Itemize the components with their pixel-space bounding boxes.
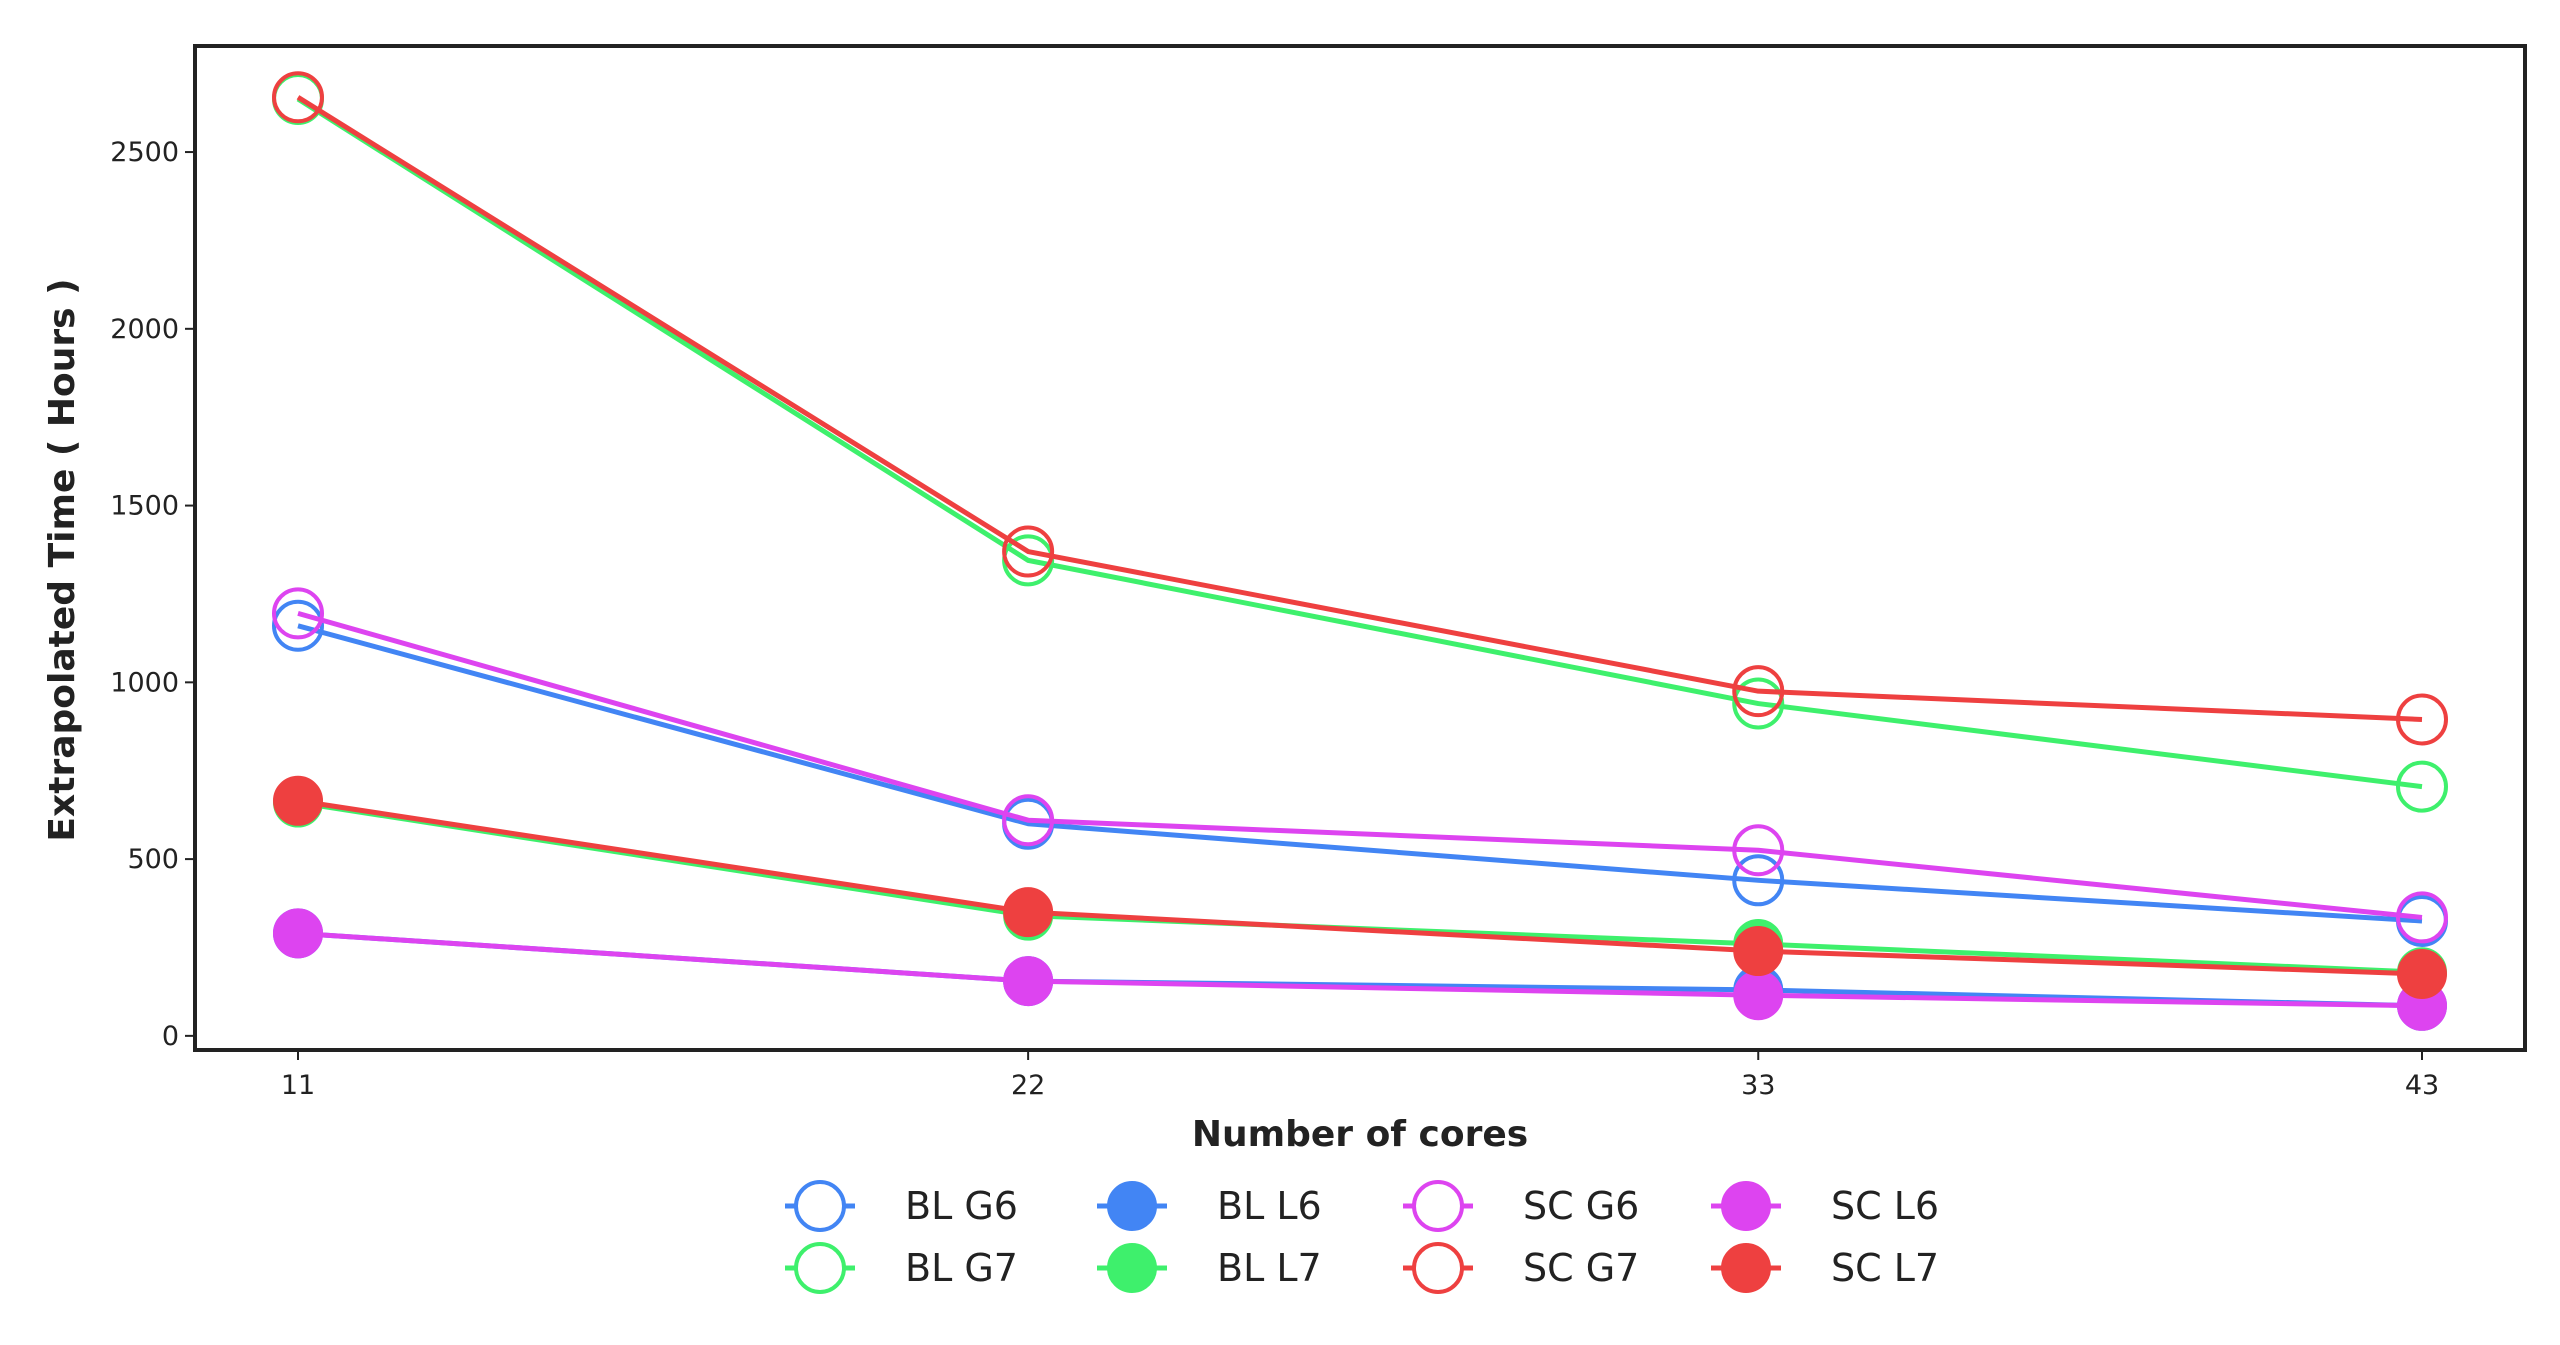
legend-item-sc-l7: SC L7 xyxy=(1711,1243,1939,1293)
legend-marker xyxy=(1721,1243,1771,1293)
y-tick-label: 500 xyxy=(127,844,179,875)
legend-item-bl-g7: BL G7 xyxy=(785,1242,1018,1294)
series-line-bl-g7 xyxy=(296,96,2423,790)
x-axis-ticks: 11 22 33 43 xyxy=(281,1050,2439,1101)
legend-label: SC L6 xyxy=(1831,1184,1939,1228)
legend-item-sc-l6: SC L6 xyxy=(1711,1181,1939,1231)
y-tick-label: 0 xyxy=(162,1021,179,1052)
x-axis-label: Number of cores xyxy=(1192,1114,1528,1155)
data-point-sc-l7 xyxy=(273,775,323,826)
legend-marker xyxy=(1107,1243,1157,1293)
data-point-sc-g7 xyxy=(1002,525,1055,578)
x-tick-label: 11 xyxy=(281,1070,315,1101)
y-axis-label: Extrapolated Time ( Hours ) xyxy=(42,278,83,841)
legend-marker xyxy=(1412,1242,1464,1294)
series-line-sc-g7 xyxy=(296,95,2423,722)
data-point-bl-g7 xyxy=(2396,760,2448,813)
y-tick-label: 1500 xyxy=(110,491,179,522)
data-point-sc-l6 xyxy=(1003,956,1054,1007)
legend-item-bl-l6: BL L6 xyxy=(1097,1181,1322,1231)
y-axis-ticks: 0 500 1000 1500 2000 2500 xyxy=(110,137,195,1052)
legend-label: BL G7 xyxy=(905,1246,1018,1290)
series-sc-l7 xyxy=(273,775,2447,999)
data-point-sc-l7 xyxy=(1733,926,1784,977)
data-point-sc-g6 xyxy=(1002,794,1055,847)
legend-item-sc-g7: SC G7 xyxy=(1403,1242,1639,1294)
legend-label: BL L7 xyxy=(1217,1246,1322,1290)
legend: BL G6 BL G7 BL L6 BL L7 SC G6 SC G7 SC L6 SC L7 xyxy=(785,1180,1939,1294)
y-tick-label: 2500 xyxy=(110,137,179,168)
legend-label: SC G7 xyxy=(1523,1246,1639,1290)
series-line-bl-l6 xyxy=(297,930,2423,1009)
data-point-sc-g7 xyxy=(1732,665,1785,718)
series-sc-g6 xyxy=(272,587,2448,944)
legend-label: BL L6 xyxy=(1217,1184,1322,1228)
data-point-sc-l7 xyxy=(2397,948,2447,999)
data-point-sc-l7 xyxy=(1003,887,1054,938)
legend-marker xyxy=(794,1242,846,1294)
legend-label: SC G6 xyxy=(1523,1184,1639,1228)
series-line-sc-g6 xyxy=(297,610,2423,920)
plot-area xyxy=(272,71,2448,1031)
series-line-sc-l7 xyxy=(297,798,2423,977)
legend-item-sc-g6: SC G6 xyxy=(1403,1180,1639,1232)
legend-label: SC L7 xyxy=(1831,1246,1939,1290)
data-point-sc-l6 xyxy=(1733,970,1784,1021)
data-point-sc-g7 xyxy=(2396,693,2448,746)
data-point-bl-g7 xyxy=(1732,677,1785,730)
data-point-sc-l6 xyxy=(273,908,323,959)
series-sc-g7 xyxy=(272,71,2448,746)
data-point-bl-g6 xyxy=(1732,854,1785,907)
x-tick-label: 43 xyxy=(2405,1070,2439,1101)
x-tick-label: 33 xyxy=(1741,1070,1775,1101)
y-tick-label: 1000 xyxy=(110,667,179,698)
data-point-bl-g6 xyxy=(272,599,324,652)
legend-marker xyxy=(1721,1181,1771,1231)
series-line-bl-g6 xyxy=(297,623,2423,924)
plot-frame xyxy=(193,44,2527,1052)
y-tick-label: 2000 xyxy=(110,314,179,345)
legend-label: BL G6 xyxy=(905,1184,1018,1228)
series-line-sc-l6 xyxy=(297,930,2423,1009)
x-tick-label: 22 xyxy=(1011,1070,1045,1101)
legend-marker xyxy=(1412,1180,1464,1232)
data-point-sc-g6 xyxy=(1732,824,1785,877)
legend-item-bl-l7: BL L7 xyxy=(1097,1243,1322,1293)
legend-marker xyxy=(794,1180,846,1232)
data-point-sc-g6 xyxy=(272,587,324,640)
legend-item-bl-g6: BL G6 xyxy=(785,1180,1018,1232)
data-point-sc-g6 xyxy=(2396,891,2448,944)
series-bl-g6 xyxy=(272,599,2448,947)
legend-marker xyxy=(1107,1181,1157,1231)
data-point-sc-g7 xyxy=(272,71,324,124)
